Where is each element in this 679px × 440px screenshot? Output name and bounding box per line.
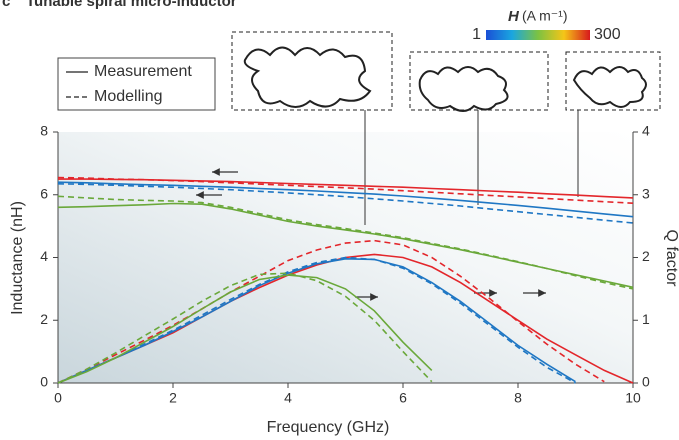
x-tick-label: 10 <box>625 390 641 406</box>
series-line <box>57 272 433 384</box>
series-line <box>57 256 576 384</box>
legend-box <box>57 57 216 111</box>
legend-label: Measurement <box>94 63 192 80</box>
series-line <box>57 176 634 204</box>
x-tick-label: 6 <box>399 390 407 406</box>
series-line <box>57 257 576 384</box>
y-tick-label: 4 <box>40 248 48 264</box>
colorbar-max: 300 <box>594 26 621 43</box>
y2-tick-label: 4 <box>642 123 650 139</box>
y-tick-label: 6 <box>40 185 48 201</box>
y2-tick-label: 3 <box>642 185 650 201</box>
chart-title: Tunable spiral micro-inductor <box>26 0 237 10</box>
x-tick-label: 4 <box>284 390 292 406</box>
legend: Measurement Modelling <box>57 57 216 111</box>
y2-axis-label: Q factor <box>663 230 679 288</box>
legend-label: Modelling <box>94 88 162 105</box>
colorbar: H (A m⁻¹) 1 300 <box>472 8 621 44</box>
direction-arrows <box>196 168 546 301</box>
x-tick-label: 2 <box>169 390 177 406</box>
y2-tick-label: 2 <box>642 248 650 264</box>
colorbar-min: 1 <box>472 26 481 43</box>
inset-coil <box>418 66 509 112</box>
panel-label: c <box>2 0 10 10</box>
series-line <box>57 274 433 384</box>
y-tick-label: 0 <box>40 374 48 390</box>
colorbar-symbol: H <box>508 8 520 25</box>
x-axis-label: Frequency (GHz) <box>267 419 390 436</box>
y-axis-label: Inductance (nH) <box>9 201 26 315</box>
inset-box <box>409 51 549 111</box>
inset-coil <box>572 66 647 108</box>
colorbar-gradient <box>486 30 590 40</box>
y2-tick-label: 0 <box>642 374 650 390</box>
y-tick-label: 8 <box>40 123 48 139</box>
series-line <box>57 195 634 290</box>
y2-tick-label: 1 <box>642 311 650 327</box>
series-line <box>57 181 634 218</box>
series-line <box>57 239 605 384</box>
colorbar-unit: (A m⁻¹) <box>522 8 568 24</box>
x-tick-label: 0 <box>54 390 62 406</box>
inset-coil <box>243 46 372 108</box>
series-line <box>57 183 634 224</box>
insets <box>231 31 661 225</box>
x-tick-label: 8 <box>514 390 522 406</box>
y-tick-label: 2 <box>40 311 48 327</box>
